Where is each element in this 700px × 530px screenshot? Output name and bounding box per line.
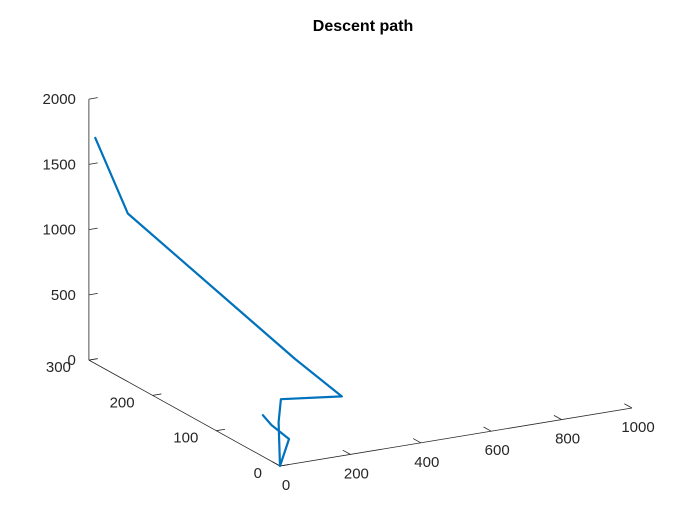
x-tick-label: 400 [414, 454, 439, 471]
z-tick-mark [88, 162, 98, 165]
x-tick-label: 200 [344, 465, 369, 482]
z-tick-mark [88, 227, 98, 230]
descent-path-point [127, 212, 129, 215]
descent-path-point [294, 358, 296, 360]
axis-ticks: 0200400600800100001002003000500100015002… [43, 91, 655, 494]
z-tick-label: 0 [68, 352, 76, 369]
descent-path-point [341, 395, 343, 397]
z-tick-label: 500 [51, 287, 76, 304]
descent-path-point [277, 421, 280, 423]
descent-path-point [280, 398, 282, 400]
descent-path-point [279, 465, 281, 467]
y-tick-mark [279, 464, 289, 467]
series-layer [94, 136, 343, 468]
z-tick-label: 2000 [43, 91, 76, 108]
y-tick-label: 200 [110, 394, 135, 411]
descent-path-point [270, 424, 273, 426]
x-axis-line [279, 407, 633, 467]
descent-path-point [288, 438, 290, 440]
x-tick-mark [553, 415, 562, 420]
x-tick-mark [412, 438, 421, 444]
y-axis-line [88, 359, 281, 467]
descent-path-point [94, 137, 96, 139]
z-tick-mark [88, 358, 98, 361]
x-tick-mark [483, 426, 492, 432]
y-tick-label: 0 [254, 465, 262, 482]
axes [88, 99, 633, 467]
y-tick-label: 100 [173, 430, 198, 447]
y-tick-mark [216, 428, 226, 432]
x-tick-mark [624, 403, 633, 409]
y-tick-mark [152, 393, 162, 396]
x-tick-mark [272, 461, 281, 467]
y-tick-label: 300 [46, 359, 71, 376]
descent-path-point [262, 414, 264, 416]
descent-path-line [94, 136, 343, 468]
x-tick-mark [342, 449, 351, 455]
x-tick-label: 1000 [621, 419, 654, 436]
x-tick-label: 800 [555, 431, 580, 448]
x-tick-label: 0 [282, 477, 290, 494]
z-tick-mark [88, 97, 98, 100]
z-tick-mark [88, 293, 98, 296]
z-tick-label: 1500 [43, 156, 76, 173]
x-tick-label: 600 [485, 442, 510, 459]
chart-title: Descent path [313, 18, 413, 35]
z-tick-label: 1000 [43, 222, 76, 239]
